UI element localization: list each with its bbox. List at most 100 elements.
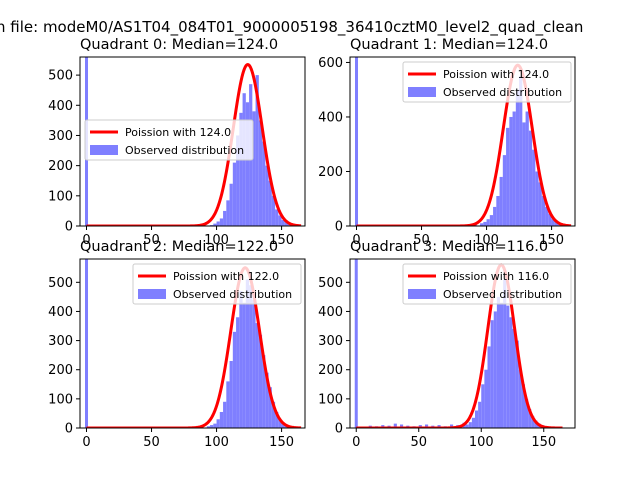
hist-bar <box>226 200 230 226</box>
y-tick-label: 400 <box>48 99 73 114</box>
hist-bar <box>400 424 404 428</box>
figure-suptitle: n file: modeM0/AS1T04_084T01_9000005198_… <box>0 18 583 37</box>
hist-bar <box>475 410 479 428</box>
y-tick-label: 200 <box>48 363 73 378</box>
hist-bar <box>509 116 513 226</box>
hist-bar-zero <box>354 259 358 428</box>
hist-bar <box>490 320 494 428</box>
x-tick-label: 0 <box>82 435 90 450</box>
hist-bar <box>541 196 546 226</box>
hist-bar <box>216 221 220 226</box>
y-tick-label: 100 <box>48 189 73 204</box>
hist-bar-zero <box>85 259 89 428</box>
x-tick-label: 100 <box>204 435 229 450</box>
hist-bar <box>275 411 279 428</box>
panel-quadrant-3: 0 50 100 150 0 100 200 300 400 500 Quadrant 3: Med… <box>318 239 576 450</box>
hist-bar <box>496 196 500 226</box>
hist-bar <box>478 401 482 428</box>
hist-bar <box>213 423 217 428</box>
x-tick-label: 50 <box>410 435 427 450</box>
x-tick-label: 50 <box>143 435 160 450</box>
hist-bar <box>525 398 529 428</box>
hist-bar <box>236 135 240 226</box>
hist-bar <box>554 221 559 226</box>
hist-bar <box>532 149 536 226</box>
hist-bar <box>219 218 224 226</box>
hist-bar <box>226 381 230 428</box>
legend-label-poisson: Poission with 122.0 <box>173 270 279 283</box>
y-tick-label: 300 <box>48 129 73 144</box>
hist-bar <box>262 355 266 428</box>
legend-label-poisson: Poission with 116.0 <box>443 270 549 283</box>
hist-bar <box>538 182 542 226</box>
hist-bar <box>278 419 282 428</box>
y-tick-label: 500 <box>48 276 73 291</box>
hist-bar <box>515 89 520 226</box>
hist-bar <box>551 219 555 226</box>
legend-label-observed: Observed distribution <box>125 144 244 157</box>
hist-bar <box>499 176 503 226</box>
hist-bar <box>509 317 513 428</box>
hist-bar <box>528 130 533 226</box>
hist-bar <box>265 165 269 226</box>
hist-bar <box>545 206 549 226</box>
hist-bar <box>450 424 454 428</box>
x-tick-label: 100 <box>469 435 494 450</box>
hist-bar <box>268 180 272 226</box>
hist-bar <box>502 155 507 226</box>
hist-bar <box>206 426 211 428</box>
hist-bar <box>275 209 279 226</box>
hist-bar <box>229 360 233 428</box>
hist-bar <box>239 291 243 428</box>
x-tick-label: 150 <box>539 233 564 248</box>
hist-bar <box>528 409 532 428</box>
panel-title: Quadrant 2: Median=122.0 <box>80 239 278 255</box>
y-tick-label: 0 <box>65 422 73 437</box>
hist-bar <box>210 425 214 428</box>
y-tick-label: 500 <box>318 276 343 291</box>
hist-bar <box>468 422 472 428</box>
legend-swatch-observed <box>408 289 436 299</box>
axes-frame <box>349 258 576 429</box>
x-tick-label: 0 <box>82 233 90 248</box>
x-tick-label: 50 <box>413 233 430 248</box>
hist-bar <box>223 401 227 428</box>
hist-bar <box>229 183 233 226</box>
hist-bar <box>522 122 526 226</box>
poisson-curve <box>355 263 564 428</box>
y-tick-label: 400 <box>318 110 343 125</box>
hist-bar <box>265 372 269 428</box>
panel-quadrant-1: 0 50 100 150 0 200 400 600 Quadrant 1: Median=12… <box>318 37 576 248</box>
hist-bar <box>236 317 240 428</box>
hist-bar <box>496 296 500 428</box>
x-tick-label: 100 <box>204 233 229 248</box>
hist-bar <box>232 331 237 428</box>
legend: Poission with 122.0 Observed distribution <box>132 263 302 305</box>
hist-bar <box>268 387 272 428</box>
hist-bar <box>487 346 491 428</box>
hist-bar <box>465 424 469 428</box>
y-tick-label: 100 <box>318 392 343 407</box>
panel-quadrant-0: 0 50 100 150 0 100 200 300 400 500 Quadrant 0: Med… <box>48 37 306 248</box>
legend: Poission with 124.0 Observed distribution <box>402 61 572 103</box>
hist-bar <box>278 215 282 226</box>
hist-bar <box>519 76 523 226</box>
hist-bar <box>471 417 475 428</box>
x-tick-label: 100 <box>474 233 499 248</box>
y-tick-label: 400 <box>318 305 343 320</box>
hist-bar <box>213 223 217 226</box>
hist-bar <box>493 311 497 428</box>
y-tick-label: 0 <box>335 220 343 235</box>
legend-box <box>402 61 572 103</box>
hist-bar <box>480 223 484 226</box>
axes-frame <box>349 56 576 227</box>
x-tick-label: 50 <box>143 233 160 248</box>
y-tick-label: 200 <box>318 165 343 180</box>
hist-bar <box>481 384 485 428</box>
panel-title: Quadrant 1: Median=124.0 <box>350 37 548 53</box>
y-tick-label: 0 <box>335 422 343 437</box>
hist-bar <box>486 219 490 226</box>
legend-swatch-observed <box>90 145 118 155</box>
hist-bar <box>239 112 243 226</box>
